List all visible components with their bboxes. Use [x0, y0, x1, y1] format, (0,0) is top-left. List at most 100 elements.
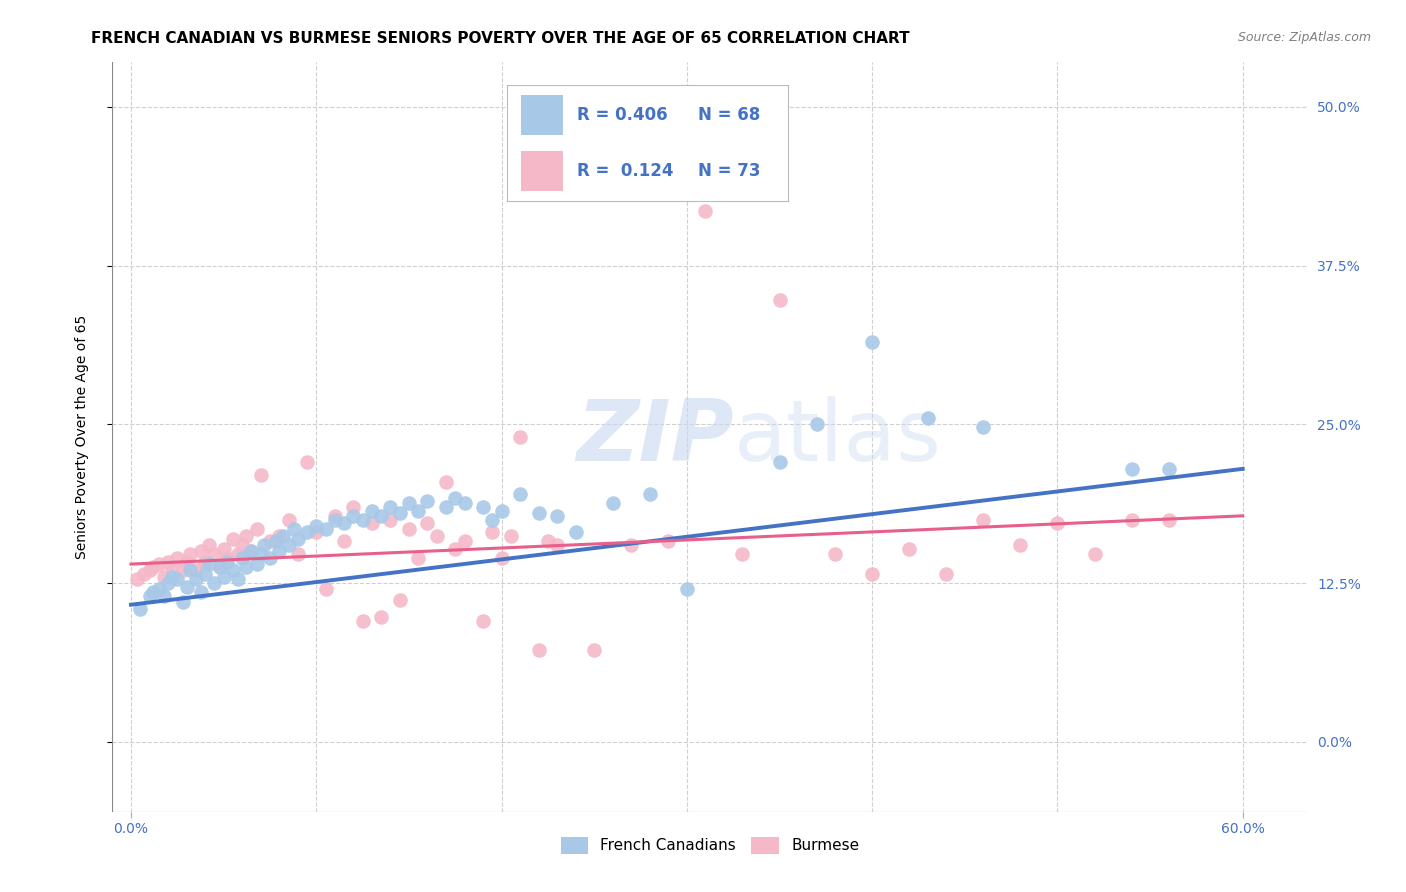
Point	[253, 538, 276, 552]
Point	[148, 582, 170, 597]
Point	[142, 585, 165, 599]
Point	[194, 567, 217, 582]
Point	[360, 504, 382, 518]
Point	[370, 508, 392, 523]
Point	[269, 529, 291, 543]
Point	[620, 538, 643, 552]
Point	[1157, 462, 1180, 476]
Point	[212, 541, 235, 556]
Point	[295, 525, 318, 540]
Point	[166, 572, 188, 586]
Point	[1083, 547, 1105, 561]
Point	[416, 493, 439, 508]
Point	[768, 455, 790, 469]
Point	[509, 487, 531, 501]
Point	[406, 504, 429, 518]
Point	[398, 522, 420, 536]
Point	[898, 541, 921, 556]
Point	[360, 516, 382, 531]
Point	[444, 541, 467, 556]
Point	[179, 547, 201, 561]
Point	[323, 513, 346, 527]
Point	[333, 516, 356, 531]
Point	[271, 529, 294, 543]
Point	[153, 589, 176, 603]
Point	[202, 547, 225, 561]
Point	[129, 601, 152, 615]
Point	[249, 468, 271, 483]
Point	[235, 559, 257, 574]
Point	[426, 529, 449, 543]
Point	[228, 572, 250, 586]
Point	[138, 589, 160, 603]
Point	[1121, 513, 1143, 527]
Point	[323, 508, 346, 523]
Point	[176, 555, 198, 569]
Point	[190, 544, 212, 558]
Point	[142, 559, 165, 574]
Point	[208, 559, 231, 574]
Point	[935, 567, 957, 582]
Point	[217, 555, 239, 569]
Point	[860, 334, 883, 349]
Y-axis label: Seniors Poverty Over the Age of 65: Seniors Poverty Over the Age of 65	[75, 315, 89, 559]
Point	[527, 643, 550, 657]
Legend: French Canadians, Burmese: French Canadians, Burmese	[554, 830, 866, 860]
Point	[453, 534, 475, 549]
Point	[179, 563, 201, 577]
Point	[148, 557, 170, 571]
Point	[380, 500, 402, 514]
Point	[208, 559, 231, 574]
Point	[172, 563, 194, 577]
Point	[264, 534, 287, 549]
Text: FRENCH CANADIAN VS BURMESE SENIORS POVERTY OVER THE AGE OF 65 CORRELATION CHART: FRENCH CANADIAN VS BURMESE SENIORS POVER…	[91, 31, 910, 46]
Point	[259, 534, 281, 549]
Point	[277, 538, 299, 552]
Point	[295, 455, 318, 469]
Point	[352, 513, 374, 527]
Point	[1046, 516, 1069, 531]
Point	[305, 525, 328, 540]
Point	[246, 522, 269, 536]
Point	[1010, 538, 1032, 552]
Point	[342, 500, 364, 514]
Point	[190, 585, 212, 599]
Point	[416, 516, 439, 531]
Point	[491, 550, 513, 565]
Point	[806, 417, 828, 432]
Point	[860, 567, 883, 582]
Point	[132, 567, 155, 582]
Point	[824, 547, 846, 561]
Point	[657, 534, 679, 549]
Point	[499, 529, 522, 543]
Point	[259, 550, 281, 565]
Point	[509, 430, 531, 444]
Point	[333, 534, 356, 549]
Point	[481, 525, 503, 540]
Point	[277, 513, 299, 527]
Point	[287, 547, 309, 561]
Point	[172, 595, 194, 609]
Point	[157, 555, 180, 569]
Point	[315, 522, 337, 536]
Point	[406, 550, 429, 565]
Point	[222, 563, 245, 577]
Point	[194, 555, 217, 569]
Point	[731, 547, 754, 561]
Point	[184, 572, 207, 586]
Point	[287, 532, 309, 546]
Text: ZIP: ZIP	[576, 395, 734, 479]
Point	[315, 582, 337, 597]
Point	[768, 293, 790, 307]
Point	[398, 496, 420, 510]
Point	[231, 538, 253, 552]
Point	[246, 557, 269, 571]
Point	[1121, 462, 1143, 476]
Point	[231, 550, 253, 565]
Point	[388, 592, 411, 607]
Point	[638, 487, 661, 501]
Point	[138, 563, 160, 577]
Point	[240, 544, 263, 558]
Point	[342, 508, 364, 523]
Point	[602, 496, 624, 510]
